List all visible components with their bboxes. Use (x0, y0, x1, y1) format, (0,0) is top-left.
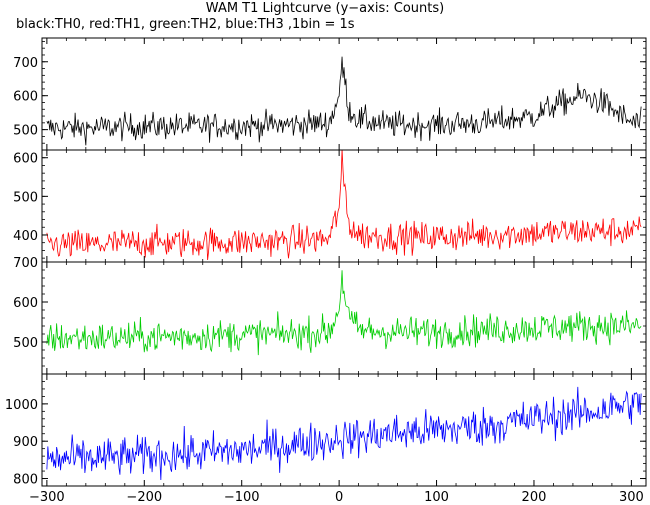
panel-frame-1 (41, 37, 647, 151)
y-tick-label: 800 (13, 473, 38, 488)
series-line-panel-2 (46, 150, 642, 260)
y-tick-label: 400 (13, 229, 38, 244)
y-tick-label: 600 (13, 152, 38, 167)
panel-frame-2 (41, 149, 647, 263)
y-tick-label: 500 (13, 336, 38, 351)
x-tick-label: −200 (126, 490, 162, 505)
x-tick-label: −100 (224, 490, 260, 505)
chart-title: WAM T1 Lightcurve (y−axis: Counts) (205, 1, 445, 16)
x-tick-label: −300 (29, 490, 65, 505)
y-tick-label: 700 (13, 56, 38, 71)
y-tick-label: 600 (13, 90, 38, 105)
x-tick-label: 0 (335, 490, 343, 505)
panel-frame-3 (41, 261, 647, 375)
chart-subtitle: black:TH0, red:TH1, green:TH2, blue:TH3 … (16, 17, 355, 32)
y-tick-label: 600 (13, 296, 38, 311)
x-tick-label: 200 (522, 490, 547, 505)
x-tick-label: 100 (424, 490, 449, 505)
series-line-panel-4 (46, 386, 642, 481)
y-tick-label: 500 (13, 190, 38, 205)
panel-frame-4 (41, 373, 647, 487)
y-tick-label: 900 (13, 435, 38, 450)
x-tick-label: 300 (619, 490, 644, 505)
y-tick-label: 700 (13, 256, 38, 271)
y-tick-label: 500 (13, 124, 38, 139)
y-tick-label: 1000 (5, 398, 38, 413)
series-line-panel-1 (46, 56, 642, 146)
series-line-panel-3 (46, 270, 642, 356)
